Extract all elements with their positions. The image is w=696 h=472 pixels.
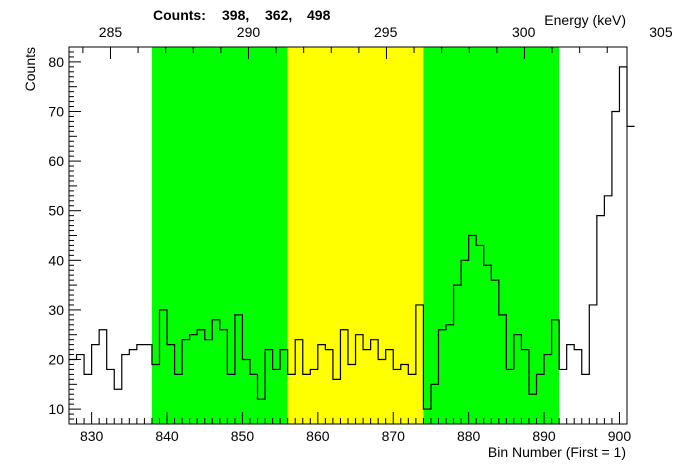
y-tick-label: 10: [48, 401, 64, 417]
y-tick-label: 80: [48, 54, 64, 70]
x-tick-label: 830: [80, 428, 104, 444]
x-tick-label: 900: [608, 428, 632, 444]
axis-ticks: [68, 46, 628, 425]
region-shading: [151, 47, 560, 424]
counts-value-peak: 362,: [265, 7, 292, 23]
y-tick-label: 50: [48, 203, 64, 219]
histogram-step-line: [69, 66, 635, 410]
energy-tick-label: 300: [512, 24, 536, 40]
energy-tick-label: 285: [99, 24, 123, 40]
energy-tick-label: 305: [649, 24, 673, 40]
x-tick-label: 870: [382, 428, 406, 444]
x-tick-label: 880: [457, 428, 481, 444]
axis-tick-labels: 830 840 850 860 870 880 890 900 10 20 30 40 50 60 70 80…: [48, 24, 672, 444]
energy-tick-label: 290: [237, 24, 261, 40]
energy-axis-title: Energy (keV): [544, 12, 626, 28]
y-tick-label: 60: [48, 153, 64, 169]
x-tick-label: 840: [155, 428, 179, 444]
y-tick-label: 70: [48, 103, 64, 119]
counts-value-right: 498: [307, 7, 331, 23]
region-band-2: [287, 47, 424, 424]
x-tick-label: 860: [306, 428, 330, 444]
y-tick-label: 20: [48, 352, 64, 368]
counts-value-left: 398,: [222, 7, 249, 23]
x-tick-label: 890: [532, 428, 556, 444]
x-tick-label: 850: [231, 428, 255, 444]
counts-label: Counts:: [153, 7, 206, 23]
histogram-series: [69, 66, 635, 410]
x-axis-title: Bin Number (First = 1): [488, 444, 626, 460]
y-tick-label: 30: [48, 302, 64, 318]
region-band-3: [423, 47, 560, 424]
y-axis-title: Counts: [22, 47, 38, 91]
energy-tick-label: 295: [374, 24, 398, 40]
y-tick-label: 40: [48, 252, 64, 268]
region-band-1: [151, 47, 288, 424]
